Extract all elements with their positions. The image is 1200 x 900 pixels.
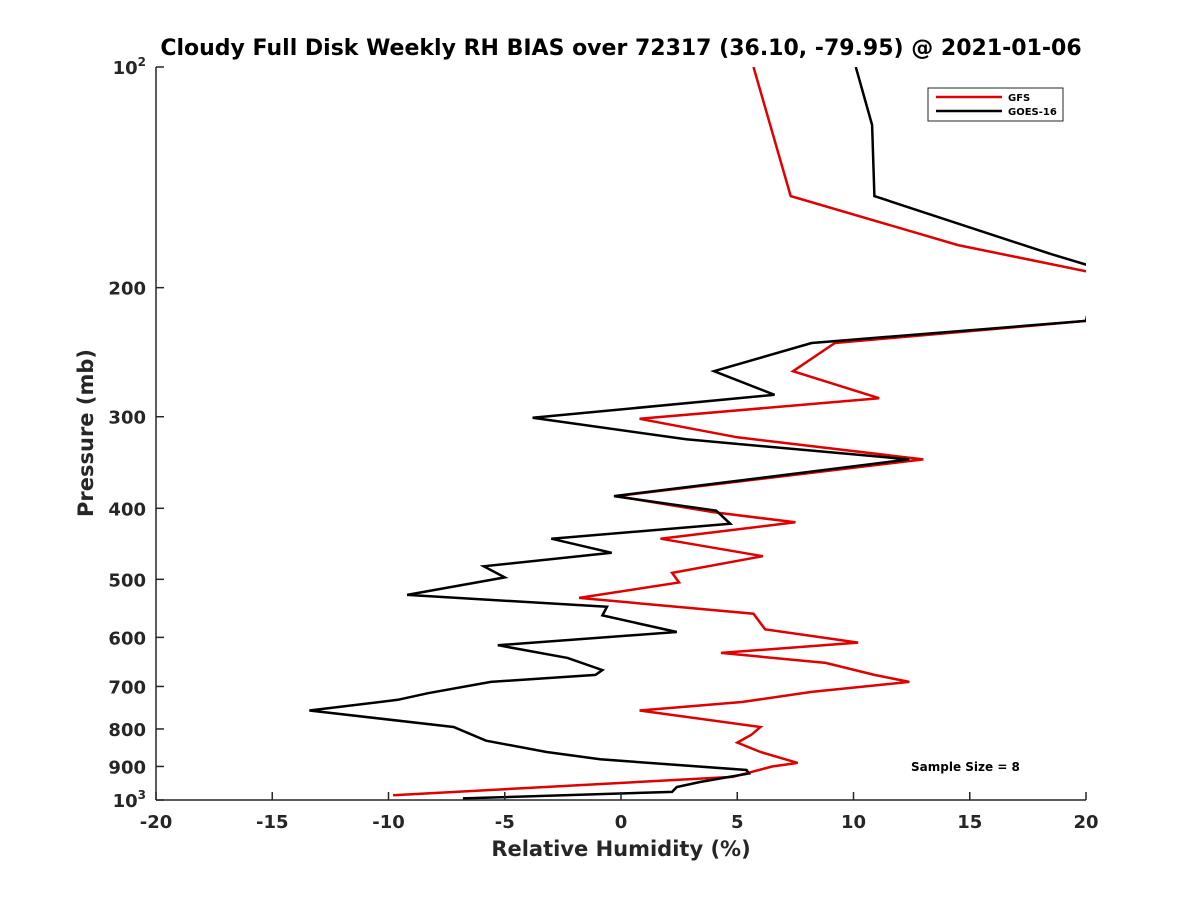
y-tick-label: 400 [108, 499, 146, 520]
x-tick-label: 15 [957, 812, 982, 833]
y-axis-ticks: 102 200 300 400 500 600 700 800 900 103 [108, 55, 164, 812]
series-layer [309, 67, 1086, 800]
x-tick-label: 0 [615, 812, 628, 833]
plot-area [156, 67, 1086, 800]
series-line-goes16 [309, 67, 1086, 800]
y-tick-label: 800 [108, 720, 146, 741]
legend-box [927, 87, 1064, 122]
legend-label-goes16: GOES-16 [1008, 107, 1057, 118]
sample-size-annotation: Sample Size = 8 [911, 760, 1020, 774]
x-axis-label: Relative Humidity (%) [491, 837, 750, 861]
y-tick-label: 600 [108, 628, 146, 649]
legend-label-gfs: GFS [1008, 93, 1030, 104]
x-axis-ticks: -20 -15 -10 -5 0 5 10 15 20 [140, 792, 1099, 833]
y-tick-label: 900 [108, 757, 146, 778]
x-tick-label: -10 [372, 812, 405, 833]
y-tick-label: 500 [108, 570, 146, 591]
y-axis-label: Pressure (mb) [74, 349, 98, 517]
y-tick-label: 700 [108, 677, 146, 698]
x-tick-label: -15 [256, 812, 289, 833]
chart-title: Cloudy Full Disk Weekly RH BIAS over 723… [160, 36, 1081, 61]
y-tick-label: 300 [108, 408, 146, 429]
y-tick-label: 200 [108, 279, 146, 300]
series-line-gfs [393, 67, 1086, 797]
x-tick-label: 10 [841, 812, 866, 833]
x-tick-label: -5 [495, 812, 515, 833]
y-tick-label: 103 [113, 788, 146, 812]
x-tick-label: 20 [1073, 812, 1098, 833]
legend: GFS GOES-16 [927, 87, 1064, 122]
y-tick-label: 102 [113, 55, 146, 79]
x-tick-label: 5 [731, 812, 744, 833]
x-tick-label: -20 [140, 812, 173, 833]
